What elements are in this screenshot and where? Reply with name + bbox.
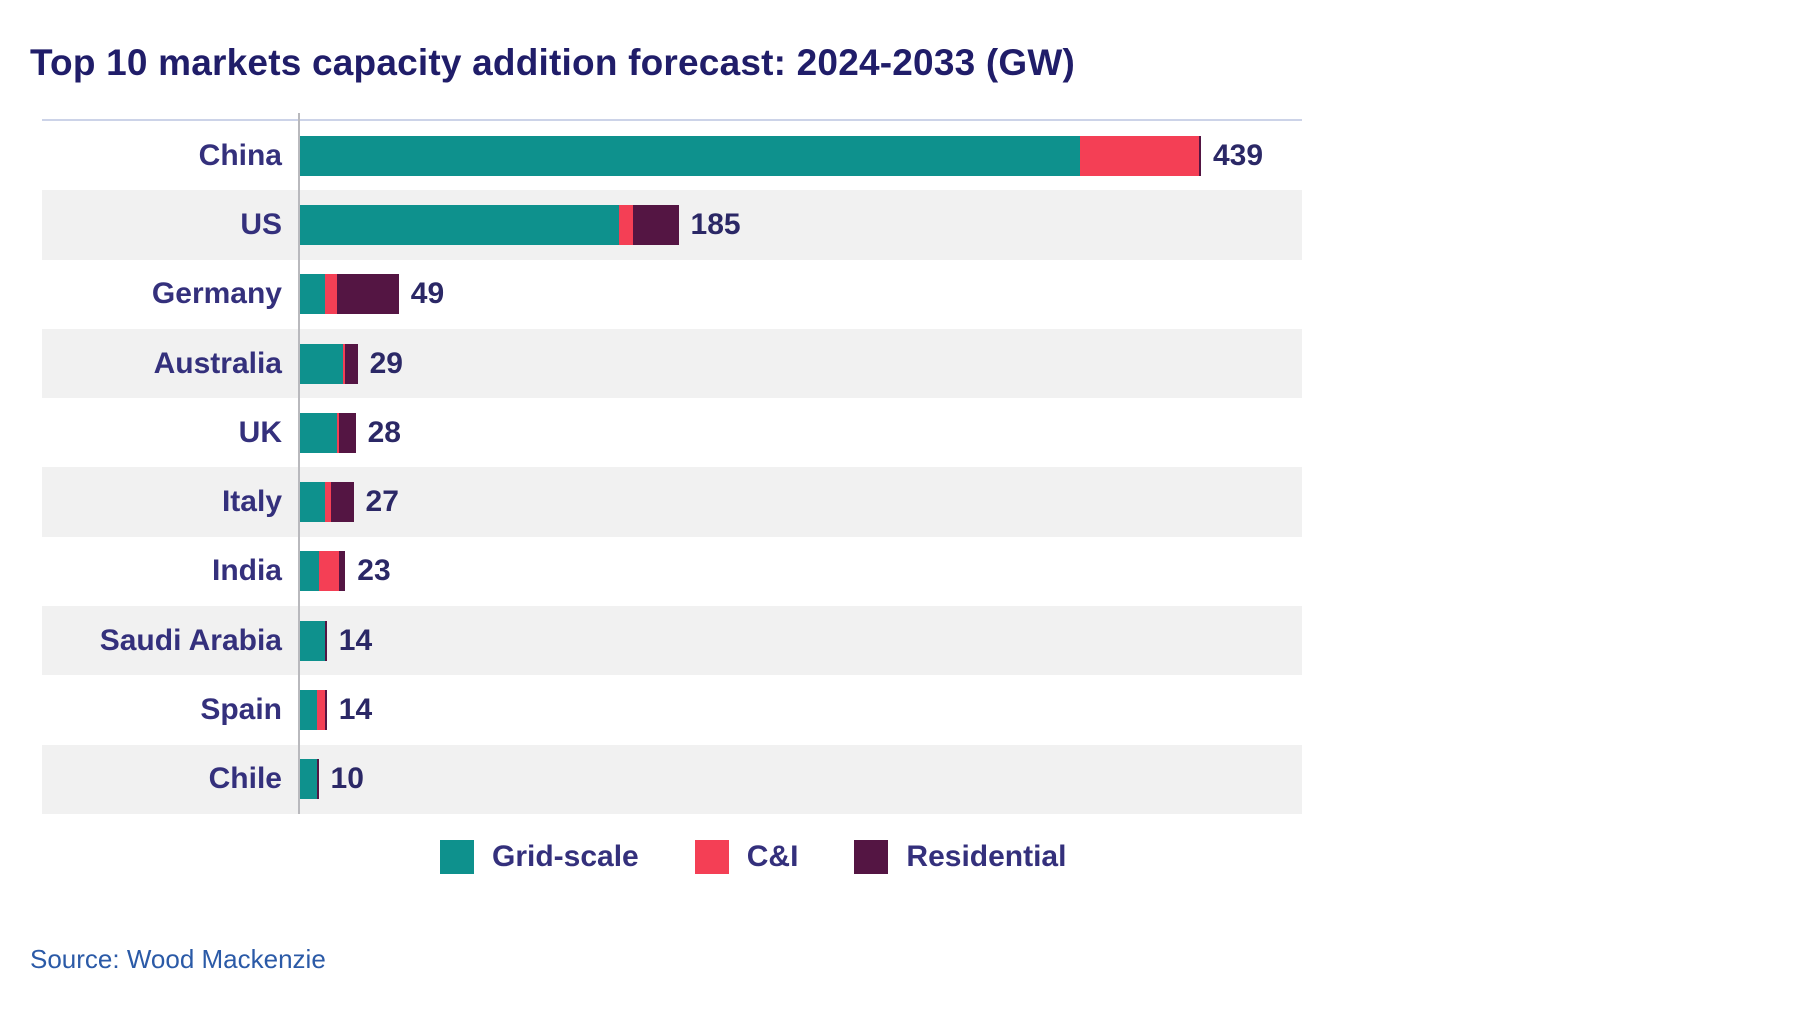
bar-row-uk: UK 28 — [42, 398, 1302, 467]
bar-row-chile: Chile 10 — [42, 744, 1302, 814]
bar-segment-grid-scale — [298, 135, 1080, 176]
legend-label: Residential — [906, 840, 1067, 873]
bar-segment-c-i — [324, 482, 331, 523]
bar-value-label: 14 — [338, 693, 373, 727]
bar-segment-c-i — [618, 204, 634, 245]
bar-segment-residential — [1198, 135, 1201, 176]
bar-segment-c-i — [343, 343, 346, 384]
chart-legend: Grid-scale C&I Residential — [440, 840, 1066, 874]
bar-area: 10 — [298, 745, 1302, 814]
bar-segment-residential — [337, 274, 399, 315]
bar-area: 27 — [298, 467, 1302, 536]
bar-segment-grid-scale — [298, 274, 325, 315]
bar-area: 29 — [298, 329, 1302, 398]
bar-chart: China 439 US 185 Germany 49 Australia 29 UK 28 Ita… — [42, 113, 1302, 814]
bar-segment-residential — [345, 343, 358, 384]
bar-segment-residential — [633, 204, 679, 245]
bar-value-label: 27 — [365, 485, 399, 519]
y-axis-line — [298, 113, 300, 814]
bar-segment-c-i — [318, 551, 340, 592]
bar-value-label: 14 — [338, 623, 373, 657]
bar-segment-grid-scale — [298, 690, 317, 731]
bar-segment-c-i — [1079, 135, 1199, 176]
bar-row-australia: Australia 29 — [42, 328, 1302, 399]
bar-row-india: India 23 — [42, 537, 1302, 606]
category-label: UK — [238, 415, 282, 449]
bar-value-label: 23 — [357, 554, 391, 588]
bar-row-italy: Italy 27 — [42, 467, 1302, 537]
bar-segment-residential — [324, 690, 327, 731]
bar-segment-residential — [330, 482, 354, 523]
bar-area: 14 — [298, 606, 1302, 675]
category-label: Australia — [153, 346, 282, 380]
category-label: Italy — [221, 485, 282, 519]
bar-area: 185 — [298, 190, 1302, 259]
category-label: India — [211, 554, 282, 588]
category-label: Spain — [200, 693, 282, 727]
bar-segment-c-i — [316, 690, 325, 731]
bar-row-us: US 185 — [42, 190, 1302, 260]
bar-rows: China 439 US 185 Germany 49 Australia 29 UK 28 Ita… — [42, 121, 1302, 814]
bar-segment-grid-scale — [298, 482, 325, 523]
category-label: Germany — [151, 277, 282, 311]
bar-segment-grid-scale — [298, 620, 325, 661]
bar-area: 14 — [298, 675, 1302, 744]
legend-item-residential: Residential — [854, 840, 1066, 874]
bar-segment-grid-scale — [298, 204, 619, 245]
bar-value-label: 439 — [1212, 138, 1264, 172]
bar-segment-grid-scale — [298, 551, 319, 592]
legend-item-c-i: C&I — [694, 840, 799, 874]
bar-value-label: 10 — [330, 762, 364, 796]
bar-segment-c-i — [337, 412, 340, 453]
legend-item-grid-scale: Grid-scale — [440, 840, 639, 874]
legend-swatch-c-i — [694, 840, 729, 874]
bar-segment-grid-scale — [298, 412, 338, 453]
bar-segment-c-i — [324, 274, 338, 315]
bar-value-label: 28 — [367, 415, 401, 449]
legend-swatch-residential — [854, 840, 889, 874]
bar-area: 439 — [298, 121, 1302, 190]
category-label: US — [240, 207, 282, 241]
category-label: Chile — [208, 762, 282, 796]
bar-segment-residential — [324, 620, 327, 661]
bar-segment-grid-scale — [298, 759, 317, 800]
bar-area: 49 — [298, 260, 1302, 329]
legend-label: Grid-scale — [492, 840, 639, 873]
source-text: Source: Wood Mackenzie — [30, 944, 326, 974]
bar-row-saudi-arabia: Saudi Arabia 14 — [42, 606, 1302, 676]
bar-row-germany: Germany 49 — [42, 260, 1302, 329]
bar-segment-grid-scale — [298, 343, 344, 384]
bar-segment-residential — [316, 759, 319, 800]
bar-segment-residential — [339, 551, 346, 592]
category-label: Saudi Arabia — [99, 623, 282, 657]
legend-label: C&I — [746, 840, 799, 873]
bar-row-china: China 439 — [42, 121, 1302, 190]
bar-value-label: 185 — [690, 207, 741, 241]
chart-title: Top 10 markets capacity addition forecas… — [30, 42, 1076, 83]
bar-area: 23 — [298, 537, 1302, 606]
bar-row-spain: Spain 14 — [42, 675, 1302, 744]
bar-segment-residential — [339, 412, 356, 453]
bar-value-label: 49 — [410, 277, 445, 311]
bar-area: 28 — [298, 398, 1302, 467]
bar-value-label: 29 — [369, 346, 403, 380]
legend-swatch-grid-scale — [440, 840, 474, 874]
category-label: China — [198, 138, 282, 172]
